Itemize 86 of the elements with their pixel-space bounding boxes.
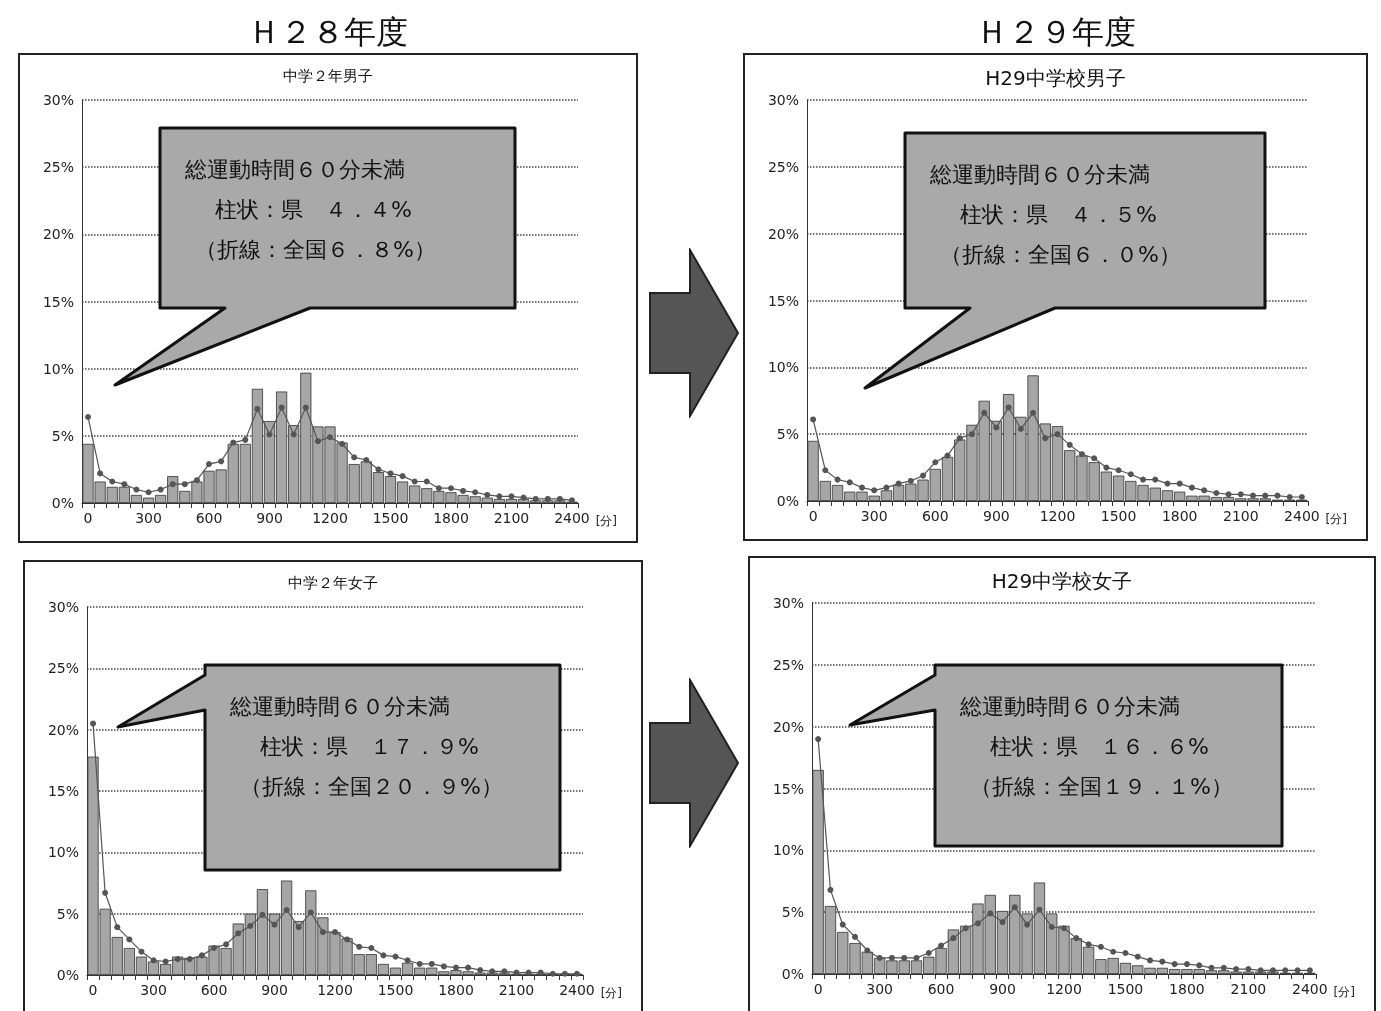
annotation: 柱状：県 ４．４%	[214, 196, 413, 224]
y-tick-label: 15%	[772, 780, 804, 797]
y-tick-label: 30%	[42, 92, 74, 108]
x-tick-label: 600	[195, 510, 223, 526]
x-tick-label: 600	[921, 508, 949, 524]
y-tick-label: 10%	[47, 844, 79, 861]
x-tick-label: 0	[88, 982, 98, 998]
y-tick-label: 25%	[772, 656, 804, 673]
annotation: （折線：全国１９．１%）	[969, 773, 1234, 801]
annotation: 総運動時間６０分未満	[229, 693, 451, 721]
y-tick-label: 5%	[781, 904, 804, 921]
y-tick-label: 15%	[42, 293, 74, 310]
x-tick-label: 1200	[317, 982, 353, 998]
chart-subtitle: Ｈ２８年度	[247, 12, 409, 53]
x-tick-label: 2400	[559, 982, 595, 998]
y-tick-label: 0%	[781, 966, 804, 982]
y-tick-label: 20%	[772, 718, 804, 735]
y-tick-label: 30%	[767, 92, 799, 108]
annotation: （折線：全国６．０%）	[939, 241, 1182, 269]
y-tick-label: 5%	[56, 905, 79, 922]
x-tick-label: 2100	[1222, 508, 1259, 524]
annotation: （折線：全国２０．９%）	[239, 773, 504, 801]
annotation: 総運動時間６０分未満	[929, 161, 1151, 189]
y-tick-label: 10%	[42, 360, 74, 377]
x-tick-label: 1500	[1107, 981, 1144, 997]
chart-title: 中学２年女子	[288, 573, 378, 592]
annotation: 柱状：県 ４．５%	[959, 201, 1158, 229]
x-axis-title: [分]	[1325, 512, 1347, 526]
y-tick-label: 25%	[767, 158, 799, 175]
annotation: （折線：全国６．８%）	[194, 236, 437, 264]
x-tick-label: 600	[927, 981, 955, 997]
y-tick-label: 0%	[51, 495, 74, 511]
x-axis-title: [分]	[600, 986, 623, 1000]
x-tick-label: 1500	[377, 982, 414, 998]
x-tick-label: 900	[256, 510, 283, 526]
x-tick-label: 900	[261, 982, 288, 998]
x-axis-title: [分]	[595, 514, 618, 528]
y-tick-label: 20%	[47, 721, 79, 738]
y-tick-label: 0%	[776, 493, 799, 509]
y-tick-label: 5%	[776, 426, 799, 443]
x-tick-label: 1200	[1046, 981, 1082, 997]
y-tick-label: 15%	[47, 783, 79, 799]
x-tick-label: 1800	[1169, 981, 1205, 997]
x-tick-label: 2100	[493, 510, 530, 526]
y-tick-label: 0%	[56, 967, 79, 983]
x-tick-label: 1200	[312, 510, 348, 526]
x-tick-label: 600	[200, 982, 228, 998]
y-tick-label: 30%	[772, 595, 804, 611]
x-tick-label: 2100	[1230, 981, 1267, 997]
y-tick-label: 10%	[772, 842, 804, 859]
chart-subtitle: Ｈ２９年度	[974, 12, 1137, 53]
x-tick-label: 0	[83, 510, 93, 526]
x-tick-label: 1800	[1161, 508, 1198, 524]
annotation: 柱状：県 １６．６%	[989, 733, 1210, 761]
y-tick-label: 15%	[767, 292, 799, 309]
x-tick-label: 0	[808, 508, 818, 524]
x-tick-label: 900	[983, 508, 1010, 524]
annotation: 総運動時間６０分未満	[184, 156, 406, 184]
x-tick-label: 1200	[1039, 508, 1076, 524]
x-tick-label: 300	[135, 510, 162, 526]
annotation: 総運動時間６０分未満	[959, 693, 1181, 721]
y-tick-label: 25%	[47, 660, 79, 677]
x-tick-label: 2400	[554, 510, 590, 526]
y-tick-label: 5%	[51, 427, 74, 444]
x-tick-label: 300	[140, 982, 167, 998]
x-tick-label: 2400	[1284, 508, 1320, 524]
y-tick-label: 10%	[767, 359, 799, 376]
x-tick-label: 1500	[372, 510, 409, 526]
x-tick-label: 0	[813, 981, 823, 997]
chart-title: 中学２年男子	[283, 66, 373, 85]
y-tick-label: 20%	[767, 225, 799, 242]
y-tick-label: 25%	[42, 159, 74, 176]
annotation: 柱状：県 １７．９%	[259, 733, 480, 761]
x-tick-label: 1800	[438, 982, 474, 998]
x-tick-label: 2400	[1292, 981, 1328, 997]
chart-title: H29中学校女子	[991, 569, 1133, 593]
chart-title: H29中学校男子	[985, 66, 1126, 90]
x-tick-label: 2100	[498, 982, 535, 998]
x-tick-label: 1500	[1100, 508, 1137, 524]
x-tick-label: 1800	[433, 510, 469, 526]
x-tick-label: 300	[866, 981, 893, 997]
x-tick-label: 300	[860, 508, 888, 524]
x-tick-label: 900	[989, 981, 1016, 997]
y-tick-label: 30%	[47, 599, 79, 615]
y-tick-label: 20%	[42, 226, 74, 243]
x-axis-title: [分]	[1333, 985, 1355, 999]
